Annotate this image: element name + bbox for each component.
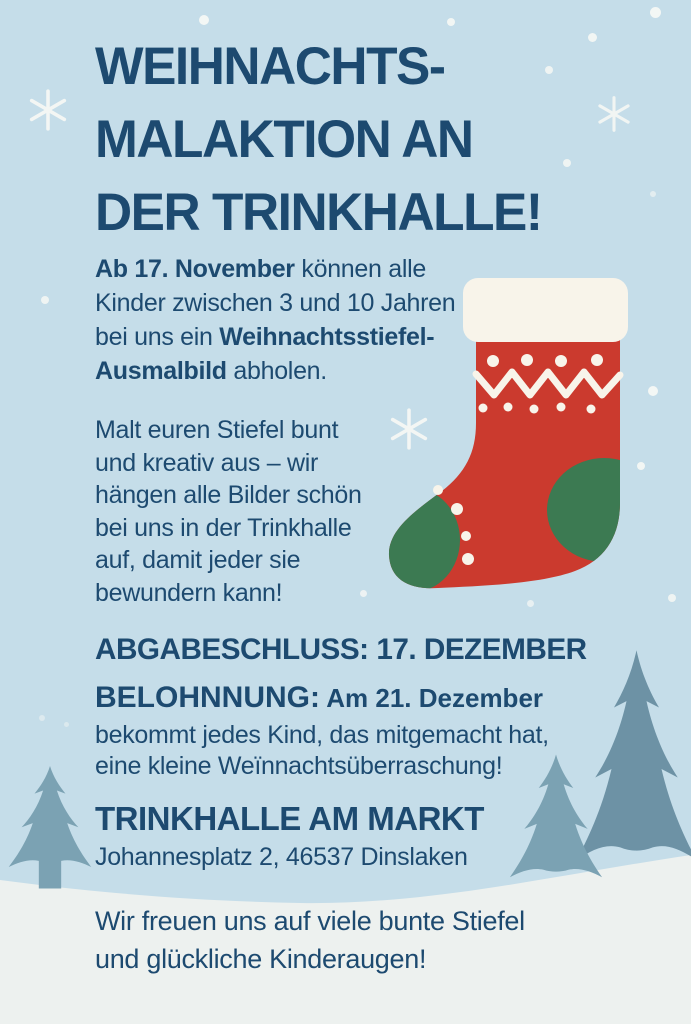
location-address: Johannesplatz 2, 46537 Dinslaken xyxy=(95,843,468,871)
stocking-cuff xyxy=(463,278,628,342)
fir-tree-right-large xyxy=(576,650,691,861)
stocking-zigzag-pattern xyxy=(472,368,624,399)
title-line: DER TRINKHALLE! xyxy=(95,183,543,242)
fir-tree-right-small xyxy=(509,754,603,878)
deadline-heading: ABGABESCHLUSS: 17. DEZEMBER xyxy=(95,633,587,666)
location-name: TRINKHALLE AM MARKT xyxy=(95,800,484,837)
closing-message: Wir freuen uns auf viele bunte Stiefel u… xyxy=(95,906,525,974)
title-line: WEIHNACHTS- xyxy=(95,37,446,96)
christmas-stocking-illustration xyxy=(388,278,628,589)
fir-tree-left xyxy=(8,766,92,889)
stocking-dots xyxy=(433,354,603,565)
intro-paragraph: Ab 17. November können alle Kinder zwisc… xyxy=(95,255,456,385)
stocking-heel xyxy=(547,458,620,562)
poster-title: WEIHNACHTS- MALAKTION AN DER TRINKHALLE! xyxy=(95,30,638,249)
snow-ground xyxy=(0,855,691,1024)
reward-paragraph: BELOHNNUNG: Am 21. Dezember bekommt jede… xyxy=(95,681,549,780)
painting-paragraph: Malt euren Stiefel bunt und kreativ aus … xyxy=(95,416,362,607)
title-line: MALAKTION AN xyxy=(95,110,474,169)
reward-label: BELOHNNUNG: xyxy=(95,681,320,714)
